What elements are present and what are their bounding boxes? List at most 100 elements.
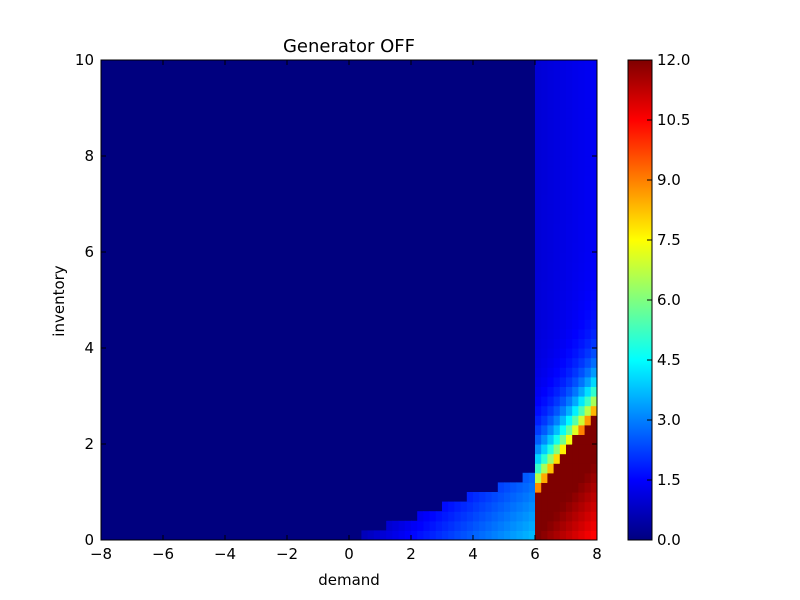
heatmap-cell [584,348,592,359]
heatmap-cell [559,69,567,80]
heatmap-cell [590,136,597,147]
heatmap-cell [566,424,573,435]
heatmap-cell [547,309,555,320]
heatmap-cell [559,242,567,253]
heatmap-cell [566,127,573,138]
heatmap-cell [559,184,567,195]
heatmap-cell [590,127,597,138]
heatmap-cell [572,319,579,330]
heatmap-cell [535,386,542,397]
heatmap-cell [553,98,561,109]
heatmap-cell [584,367,592,378]
heatmap-cell [559,108,567,119]
heatmap-cell [553,127,561,138]
heatmap-cell [584,530,592,540]
heatmap-cell [578,300,586,311]
heatmap-cell [535,280,542,291]
heatmap-cell [547,204,555,215]
heatmap-cell [516,501,524,512]
heatmap-cell [559,472,567,483]
heatmap-cell [535,184,542,195]
heatmap-cell [590,396,597,407]
heatmap-cell [541,386,548,397]
heatmap-cell [553,348,561,359]
heatmap-cell [590,386,597,397]
heatmap-cell [566,213,573,224]
x-tick-label: 8 [592,545,602,563]
colorbar-tick-label: 9.0 [657,171,681,189]
heatmap-cell [578,79,586,90]
heatmap-cell [448,511,455,522]
heatmap-cell [423,511,431,522]
heatmap-cell [566,319,573,330]
heatmap-cell [553,280,561,291]
heatmap-cell [572,415,579,426]
heatmap-cell [528,501,536,512]
heatmap-cell [411,520,418,531]
heatmap-cell [584,156,592,167]
heatmap-cell [547,501,555,512]
heatmap-cell [590,300,597,311]
heatmap-cell [535,261,542,272]
heatmap-cell [510,482,517,493]
heatmap-cell [497,492,505,503]
heatmap-cell [566,280,573,291]
heatmap-cell [553,232,561,243]
heatmap-cell [572,98,579,109]
heatmap-cell [572,117,579,128]
heatmap-cell [584,338,592,349]
heatmap-cell [559,376,567,387]
heatmap-cell [578,194,586,205]
heatmap-cell [448,520,455,531]
heatmap-cell [541,338,548,349]
heatmap-cell [559,492,567,503]
heatmap-cell [584,415,592,426]
heatmap-cell [566,88,573,99]
colorbar-tick-label: 4.5 [657,351,681,369]
heatmap-cell [541,232,548,243]
heatmap-cell [553,60,561,71]
heatmap-cell [572,60,579,71]
heatmap-cell [535,127,542,138]
heatmap-cell [566,348,573,359]
heatmap-cell [491,501,499,512]
heatmap-cell [572,453,579,464]
y-tick-label: 0 [84,531,94,549]
heatmap-cell [553,328,561,339]
heatmap-cell [578,348,586,359]
heatmap-cell [578,309,586,320]
heatmap-cell [572,175,579,186]
heatmap-cell [584,204,592,215]
heatmap-cell [553,108,561,119]
heatmap-cell [566,69,573,80]
heatmap-cell [442,530,449,540]
heatmap-cell [572,376,579,387]
heatmap-cell [547,300,555,311]
heatmap-cell [572,405,579,416]
y-tick-label: 4 [84,339,94,357]
heatmap-cell [460,501,468,512]
heatmap-cell [541,69,548,80]
heatmap-cell [578,69,586,80]
heatmap-cell [584,405,592,416]
heatmap-cell [553,117,561,128]
heatmap-cell [559,482,567,493]
heatmap-cell [547,252,555,263]
heatmap-cell [547,338,555,349]
heatmap-cell [572,194,579,205]
heatmap-cell [528,511,536,522]
heatmap-cell [423,530,431,540]
heatmap-cell [572,261,579,272]
heatmap-cell [479,511,486,522]
heatmap-cell [590,156,597,167]
heatmap-cell [584,357,592,368]
heatmap-cell [566,242,573,253]
heatmap-cell [559,367,567,378]
heatmap-cell [590,232,597,243]
x-tick-label: −4 [214,545,236,563]
heatmap-cell [541,242,548,253]
heatmap-cell [516,520,524,531]
heatmap-cell [584,194,592,205]
heatmap-cell [541,261,548,272]
heatmap-cell [553,492,561,503]
